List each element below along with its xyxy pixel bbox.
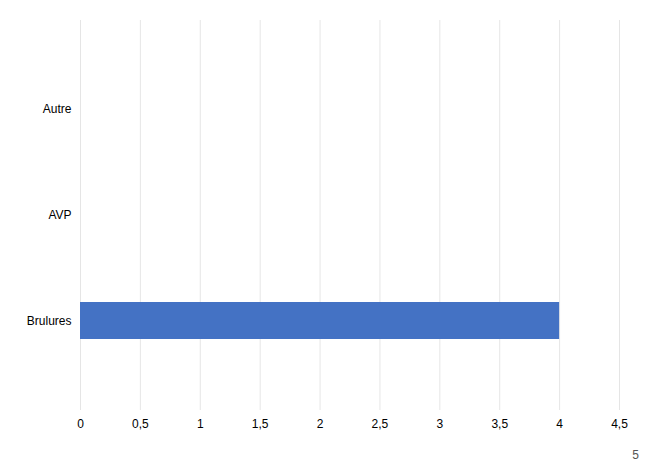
svg-text:1: 1 bbox=[197, 417, 204, 431]
svg-text:4: 4 bbox=[556, 417, 563, 431]
svg-text:4,5: 4,5 bbox=[611, 417, 628, 431]
svg-text:0,5: 0,5 bbox=[132, 417, 149, 431]
svg-text:2: 2 bbox=[317, 417, 324, 431]
svg-text:Autre: Autre bbox=[43, 102, 72, 116]
svg-text:Brulures: Brulures bbox=[27, 314, 72, 328]
svg-text:0: 0 bbox=[77, 417, 84, 431]
svg-text:3,5: 3,5 bbox=[491, 417, 508, 431]
html-text:5: 5 bbox=[632, 448, 639, 462]
svg-text:AVP: AVP bbox=[48, 208, 71, 222]
svg-text:2,5: 2,5 bbox=[372, 417, 389, 431]
svg-text:1,5: 1,5 bbox=[252, 417, 269, 431]
svg-text:3: 3 bbox=[436, 417, 443, 431]
